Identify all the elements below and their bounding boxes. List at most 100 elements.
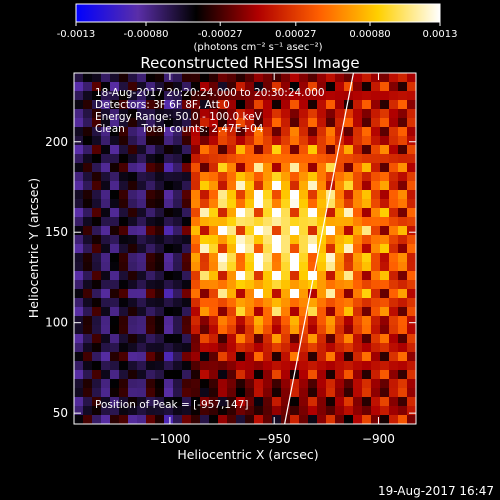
heatmap-cell <box>101 127 111 137</box>
heatmap-cell <box>218 208 228 218</box>
heatmap-cell <box>200 154 210 164</box>
heatmap-cell <box>344 217 354 227</box>
heatmap-cell <box>254 91 264 101</box>
heatmap-cell <box>227 307 237 317</box>
heatmap-cell <box>353 370 363 380</box>
heatmap-cell <box>182 298 192 308</box>
heatmap-cell <box>299 145 309 155</box>
heatmap-cell <box>83 226 93 236</box>
heatmap-cell <box>407 334 416 344</box>
heatmap-cell <box>335 406 345 416</box>
heatmap-cell <box>335 397 345 407</box>
heatmap-cell <box>308 100 318 110</box>
heatmap-cell <box>308 118 318 128</box>
heatmap-cell <box>110 217 120 227</box>
heatmap-cell <box>155 406 165 416</box>
heatmap-cell <box>344 298 354 308</box>
heatmap-cell <box>371 406 381 416</box>
heatmap-cell <box>254 397 264 407</box>
heatmap-cell <box>281 118 291 128</box>
heatmap-cell <box>200 244 210 254</box>
heatmap-cell <box>281 298 291 308</box>
heatmap-cell <box>326 154 336 164</box>
heatmap-cell <box>344 325 354 335</box>
heatmap-cell <box>263 334 273 344</box>
heatmap-cell <box>299 82 309 92</box>
heatmap-cell <box>344 199 354 209</box>
heatmap-cell <box>407 397 416 407</box>
heatmap-cell <box>299 172 309 182</box>
heatmap-cell <box>128 262 138 272</box>
heatmap-cell <box>299 361 309 371</box>
heatmap-cell <box>389 361 399 371</box>
heatmap-cell <box>371 262 381 272</box>
heatmap-cell <box>281 289 291 299</box>
heatmap-cell <box>362 91 372 101</box>
heatmap-cell <box>74 172 84 182</box>
heatmap-cell <box>245 307 255 317</box>
heatmap-cell <box>200 298 210 308</box>
heatmap-cell <box>110 163 120 173</box>
heatmap-cell <box>101 82 111 92</box>
heatmap-cell <box>380 145 390 155</box>
heatmap-cell <box>200 397 210 407</box>
heatmap-cell <box>290 415 300 424</box>
heatmap-cell <box>362 343 372 353</box>
heatmap-cell <box>209 325 219 335</box>
heatmap-cell <box>146 406 156 416</box>
heatmap-cell <box>290 244 300 254</box>
heatmap-cell <box>74 199 84 209</box>
heatmap-cell <box>236 289 246 299</box>
peak-position-label: Position of Peak = [-957,147] <box>95 399 249 411</box>
heatmap-cell <box>83 100 93 110</box>
heatmap-cell <box>155 289 165 299</box>
heatmap-cell <box>344 127 354 137</box>
heatmap-cell <box>209 298 219 308</box>
heatmap-cell <box>137 100 147 110</box>
heatmap-cell <box>92 100 102 110</box>
heatmap-cell <box>326 343 336 353</box>
heatmap-cell <box>83 82 93 92</box>
heatmap-cell <box>290 172 300 182</box>
heatmap-cell <box>245 370 255 380</box>
annotation-clean-counts: Clean Total counts: 2.47E+04 <box>95 123 264 135</box>
heatmap-cell <box>155 307 165 317</box>
heatmap-cell <box>317 379 327 389</box>
heatmap-cell <box>191 343 201 353</box>
heatmap-cell <box>317 298 327 308</box>
heatmap-cell <box>209 172 219 182</box>
heatmap-cell <box>317 154 327 164</box>
heatmap-cell <box>155 118 165 128</box>
heatmap-cell <box>164 325 174 335</box>
heatmap-cell <box>245 406 255 416</box>
heatmap-cell <box>254 244 264 254</box>
heatmap-cell <box>245 82 255 92</box>
heatmap-cell <box>389 325 399 335</box>
heatmap-cell <box>74 253 84 263</box>
heatmap-cell <box>218 289 228 299</box>
heatmap-cell <box>137 127 147 137</box>
heatmap-cell <box>218 73 228 83</box>
heatmap-cell <box>299 127 309 137</box>
heatmap-cell <box>317 100 327 110</box>
heatmap-cell <box>236 388 246 398</box>
heatmap-cell <box>308 307 318 317</box>
heatmap-cell <box>290 325 300 335</box>
heatmap-cell <box>164 82 174 92</box>
heatmap-cell <box>101 199 111 209</box>
heatmap-cell <box>407 370 416 380</box>
heatmap-cell <box>398 334 408 344</box>
heatmap-cell <box>101 352 111 362</box>
heatmap-cell <box>389 307 399 317</box>
heatmap-cell <box>263 406 273 416</box>
heatmap-cell <box>110 109 120 119</box>
heatmap-cell <box>128 100 138 110</box>
heatmap-cell <box>353 172 363 182</box>
heatmap-cell <box>335 235 345 245</box>
colorbar <box>75 3 441 23</box>
heatmap-cell <box>326 289 336 299</box>
heatmap-cell <box>155 163 165 173</box>
heatmap-cell <box>371 208 381 218</box>
heatmap-cell <box>326 226 336 236</box>
